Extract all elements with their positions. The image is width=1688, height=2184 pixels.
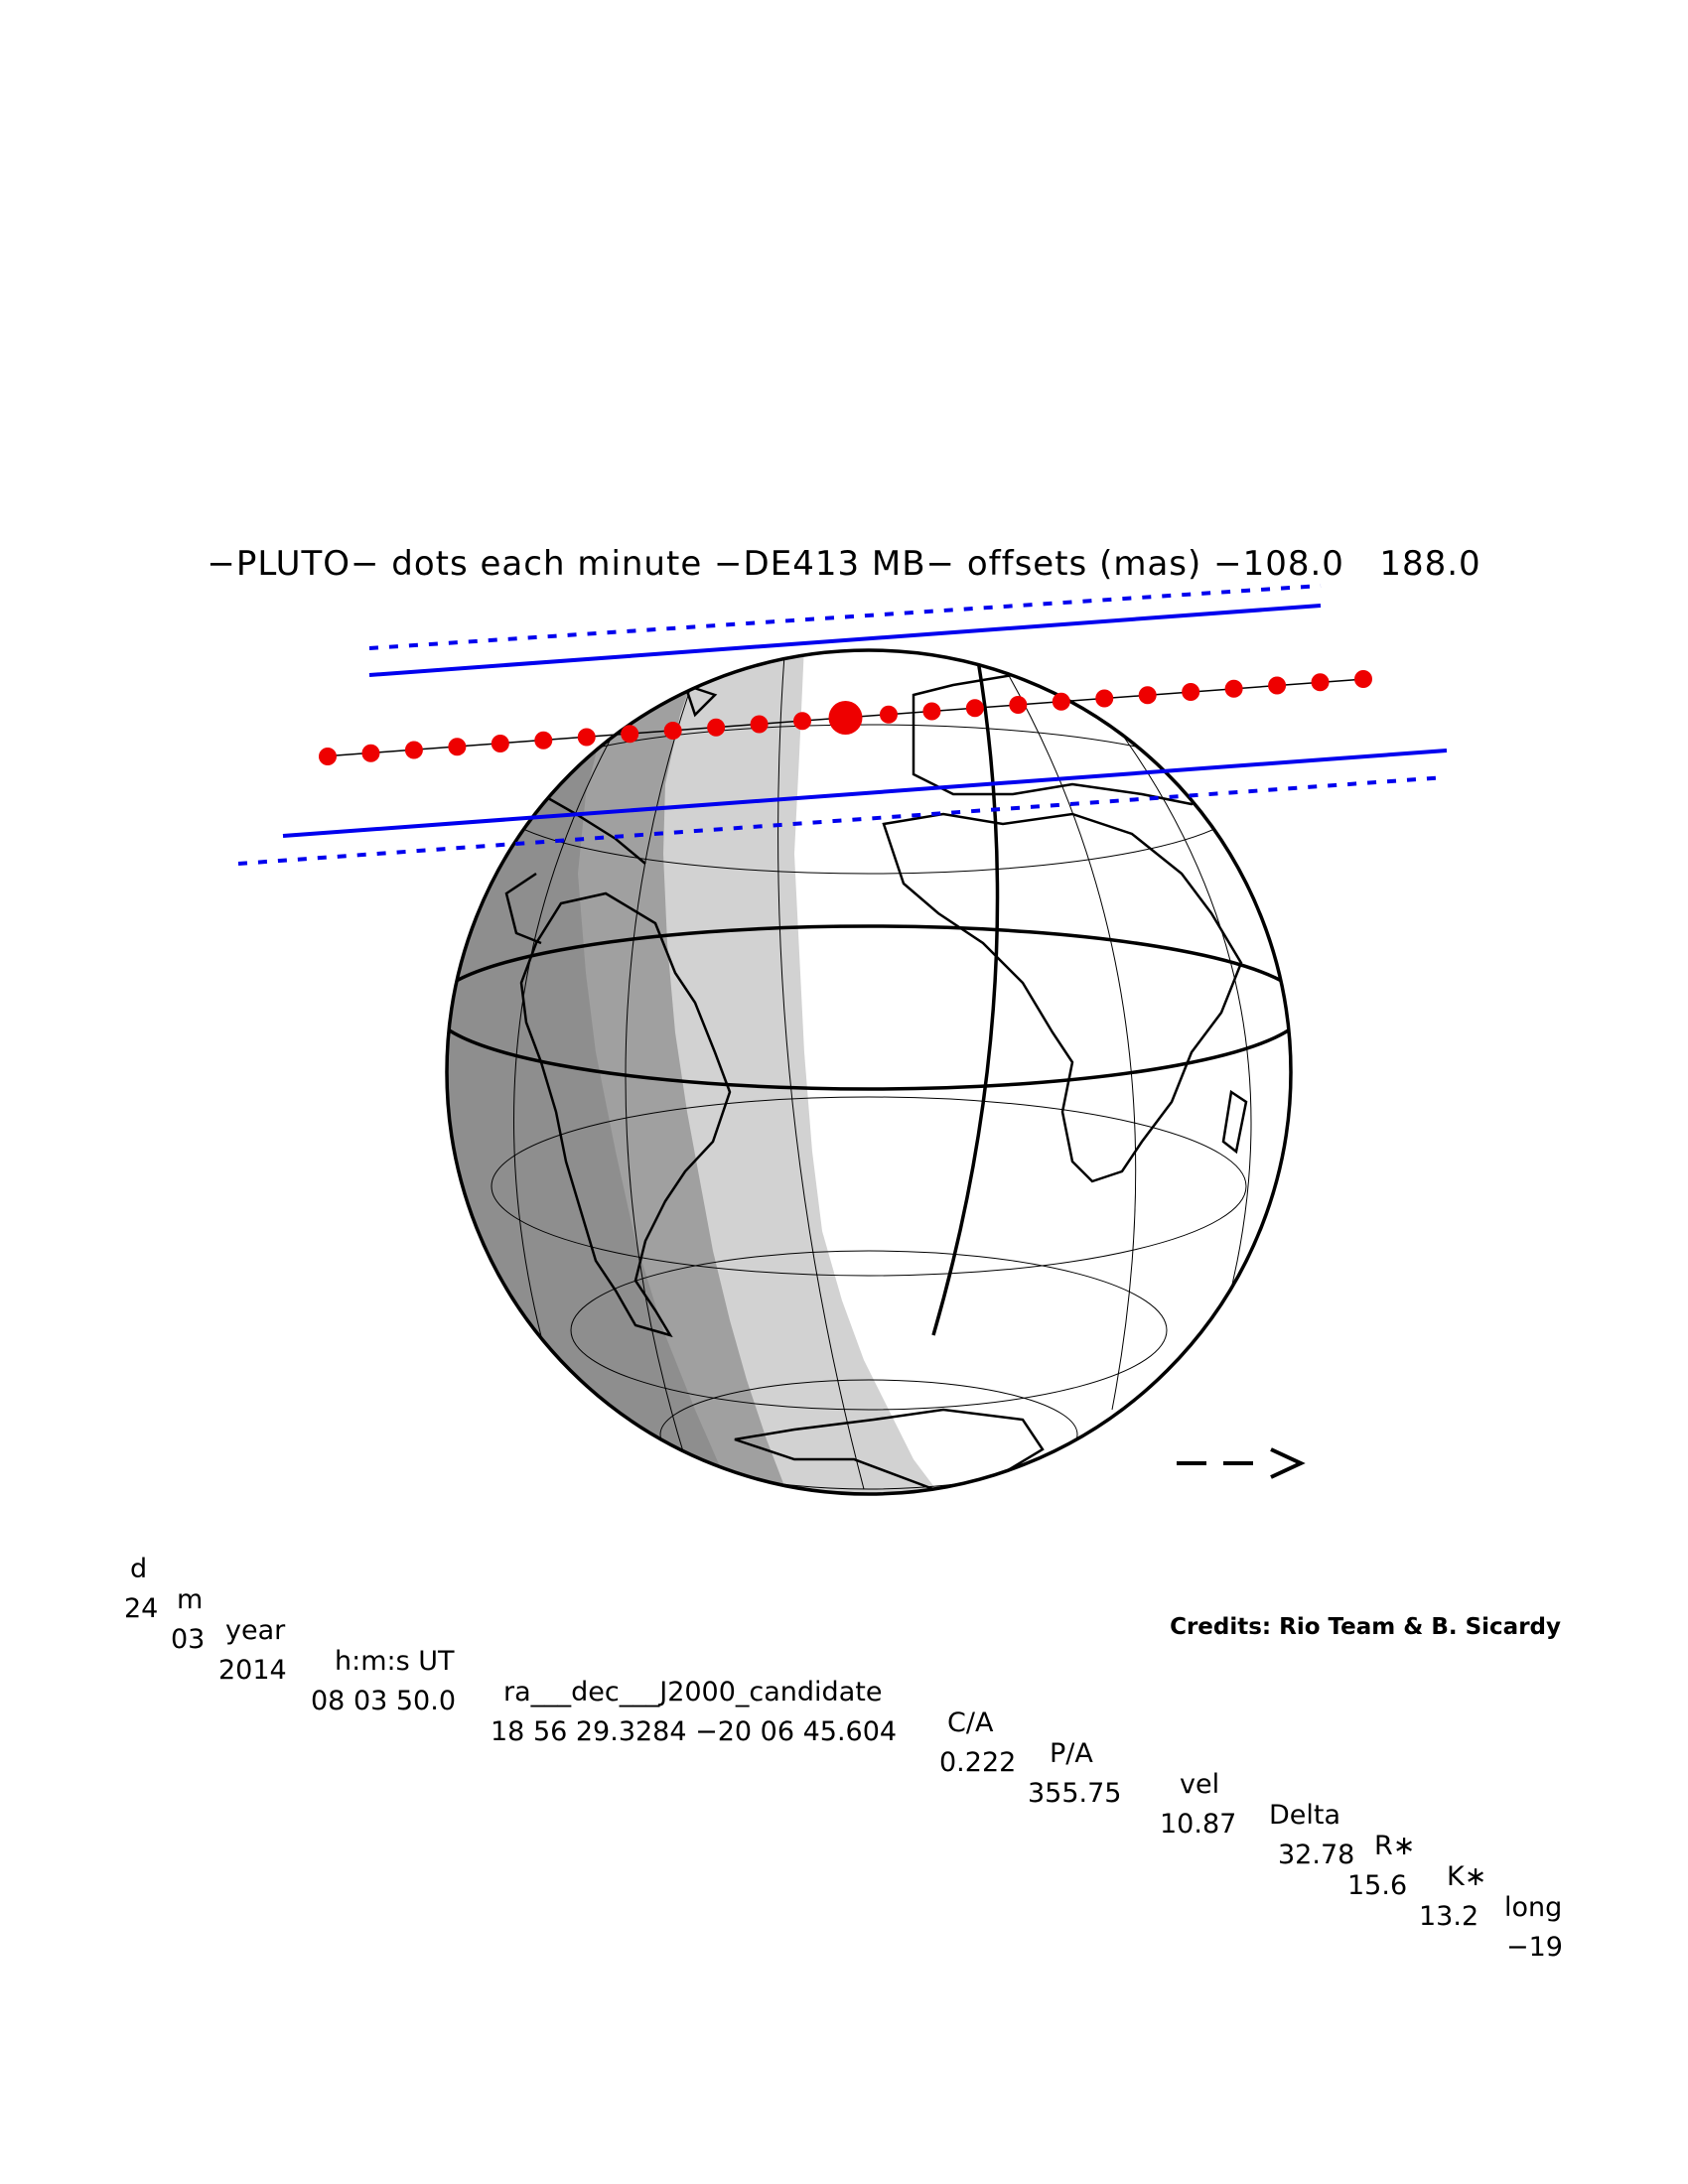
value-kstar: 13.2 <box>1419 1901 1479 1932</box>
track-dot <box>965 699 984 718</box>
closest-approach-dot <box>828 701 863 735</box>
lower-limit-dotted <box>237 775 1447 866</box>
greenland-iceland <box>683 683 718 718</box>
header-delta: Delta <box>1269 1800 1341 1831</box>
globe-outline <box>445 648 1293 1496</box>
central-america <box>504 872 542 945</box>
track-dot <box>361 744 380 762</box>
upper-limit-solid <box>368 604 1322 677</box>
header-m: m <box>177 1584 204 1615</box>
track-dot <box>621 725 639 744</box>
direction-arrow <box>1177 1447 1306 1479</box>
lower-limit-solid <box>282 749 1448 838</box>
value-m: 03 <box>171 1624 206 1655</box>
value-time: 08 03 50.0 <box>311 1686 456 1716</box>
shadow-path <box>237 584 1448 866</box>
track-dot <box>1224 679 1243 698</box>
track-dot <box>319 748 337 765</box>
track-dot <box>534 731 553 750</box>
header-kstar: K∗ <box>1447 1861 1487 1892</box>
track-dot <box>491 735 509 752</box>
track-dot <box>404 741 423 759</box>
map-title: −PLUTO− dots each minute −DE413 MB− offs… <box>207 544 1481 584</box>
header-ca: C/A <box>947 1707 994 1738</box>
track-dot <box>448 738 467 756</box>
header-coords: ra___dec___J2000_candidate <box>503 1677 883 1707</box>
south-america <box>519 891 732 1338</box>
value-delta: 32.78 <box>1278 1840 1355 1870</box>
track-dot <box>1182 683 1200 701</box>
value-rstar: 15.6 <box>1347 1870 1408 1901</box>
track-dot <box>1095 689 1114 708</box>
track-dot <box>1311 673 1330 692</box>
track-dot <box>1138 686 1157 705</box>
header-d: d <box>130 1554 148 1584</box>
header-pa: P/A <box>1050 1738 1093 1769</box>
track-dot <box>1009 696 1028 714</box>
north-america-coast <box>540 792 646 865</box>
track-dots <box>319 670 1372 765</box>
credits: Credits: Rio Team & B. Sicardy <box>1170 1614 1561 1640</box>
track-dot <box>707 718 726 737</box>
value-d: 24 <box>124 1593 159 1624</box>
track-dot <box>663 722 682 740</box>
value-coords: 18 56 29.3284 −20 06 45.604 <box>491 1716 898 1747</box>
table-header-row: d m year h:m:s UT ra___dec___J2000_candi… <box>0 1523 1688 1923</box>
main-lines <box>447 659 1291 1336</box>
track-dot <box>1268 676 1287 695</box>
track-dot <box>793 712 812 731</box>
header-long: long <box>1504 1892 1563 1923</box>
antarctica <box>734 1408 1045 1491</box>
header-vel: vel <box>1180 1769 1220 1800</box>
header-year: year <box>225 1615 286 1646</box>
madagascar <box>1221 1089 1248 1155</box>
track-dot <box>922 702 941 721</box>
africa <box>882 812 1243 1183</box>
value-year: 2014 <box>218 1655 287 1686</box>
globe <box>445 648 1293 1496</box>
track-dot <box>879 705 898 724</box>
header-time: h:m:s UT <box>335 1646 455 1677</box>
value-long: −19 <box>1506 1932 1563 1963</box>
track-dot <box>577 728 596 747</box>
coastlines <box>504 673 1248 1491</box>
deep-night-zone <box>447 650 755 1494</box>
track-dot <box>1354 670 1372 688</box>
value-vel: 10.87 <box>1160 1809 1237 1840</box>
track-dot <box>750 715 769 734</box>
value-ca: 0.222 <box>939 1747 1017 1778</box>
track-dot <box>1052 692 1070 711</box>
table-value-row: 24 03 2014 08 03 50.0 18 56 29.3284 −20 … <box>0 1563 1688 1963</box>
header-rstar: R∗ <box>1374 1831 1416 1861</box>
value-pa: 355.75 <box>1028 1778 1122 1809</box>
upper-limit-dotted <box>368 584 1322 650</box>
